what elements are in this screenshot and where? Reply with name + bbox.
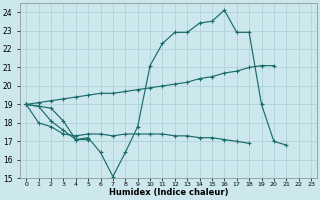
X-axis label: Humidex (Indice chaleur): Humidex (Indice chaleur) <box>109 188 228 197</box>
